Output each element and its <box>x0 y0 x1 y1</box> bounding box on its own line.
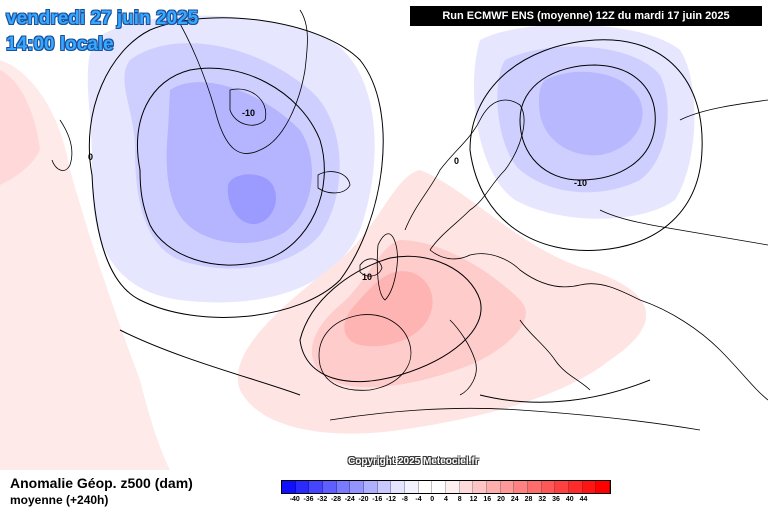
color-scale-label: -12 <box>385 496 397 503</box>
contour-zero-russia <box>469 39 703 252</box>
color-scale-label: 4 <box>444 496 448 503</box>
forecast-map: -10 0 0 -10 10 vendredi 27 juin 2025 14:… <box>0 6 768 470</box>
color-scale-cell <box>282 481 296 493</box>
contour-zero-iceland <box>88 17 384 318</box>
color-scale-label: 44 <box>579 496 588 503</box>
field-title: Anomalie Géop. z500 (dam) <box>10 475 193 491</box>
color-scale-cell <box>582 481 597 493</box>
legend-footer: Anomalie Géop. z500 (dam) moyenne (+240h… <box>0 470 768 512</box>
color-scale-cell <box>309 481 324 493</box>
color-scale-cell <box>377 481 392 493</box>
positive-anomaly-west-core <box>0 70 40 185</box>
color-scale-cell <box>405 481 419 493</box>
field-subtitle: moyenne (+240h) <box>10 493 109 507</box>
color-scale-label: -8 <box>401 496 408 503</box>
color-scale-label: 32 <box>538 496 547 503</box>
color-scale-label: -4 <box>415 496 422 503</box>
color-scale-cell <box>295 481 310 493</box>
color-scale-cell <box>418 481 433 493</box>
contour-label: 10 <box>362 272 372 282</box>
color-scale-cell <box>350 481 365 493</box>
color-scale-cell <box>323 481 337 493</box>
contour-minus10-iceland <box>136 67 325 266</box>
color-scale-label: -28 <box>330 496 342 503</box>
contour-labels: -10 0 0 -10 10 <box>88 108 587 282</box>
forecast-date: vendredi 27 juin 2025 <box>6 8 199 29</box>
negative-anomaly-iceland-core <box>227 174 276 225</box>
color-scale-cell <box>336 481 351 493</box>
color-scale-label: -32 <box>317 496 328 503</box>
contour-10-europe <box>299 255 482 382</box>
positive-anomaly-west <box>0 60 170 470</box>
color-scale-label: -20 <box>358 496 369 503</box>
contour-label: 0 <box>454 156 459 166</box>
color-scale-label: -36 <box>303 496 314 503</box>
contour-label: -10 <box>574 178 587 188</box>
color-scale-cell <box>364 481 378 493</box>
color-scale-cell <box>555 481 570 493</box>
color-scale-label: 24 <box>510 496 519 503</box>
copyright-notice: Copyright 2025 Meteociel.fr <box>348 456 479 467</box>
color-scale-label: 36 <box>552 496 560 503</box>
contour-label: -10 <box>242 108 255 118</box>
color-scale-label: 20 <box>497 496 505 503</box>
color-scale-label: -16 <box>372 496 383 503</box>
color-scale-label: -24 <box>344 496 355 503</box>
color-scale-labels: -40 -36 -32 -28 -24 -20 -16 -12 -8 -4 0 4 8 12 16 20 24 2… <box>281 496 611 508</box>
anomaly-map-svg: -10 0 0 -10 10 <box>0 9 768 470</box>
color-scale-cell <box>500 481 515 493</box>
coastlines <box>51 9 768 431</box>
color-scale-label: 0 <box>430 496 435 503</box>
color-scale-cell <box>541 481 556 493</box>
run-banner: Run ECMWF ENS (moyenne) 12Z du mardi 17 … <box>410 6 762 26</box>
color-scale-cell <box>569 481 583 493</box>
color-scale-cell <box>459 481 474 493</box>
color-scale-label: 28 <box>524 496 533 503</box>
positive-anomaly-europe-core <box>344 271 433 347</box>
contour-label: 0 <box>88 152 93 162</box>
color-scale-cell <box>528 481 542 493</box>
color-scale-cell <box>596 481 611 493</box>
negative-anomaly-iceland-strong <box>166 82 312 244</box>
color-scale-cell <box>446 481 460 493</box>
color-scale-cell <box>514 481 529 493</box>
color-scale-cell <box>473 481 488 493</box>
color-scale-cell <box>432 481 447 493</box>
contour-zero-south <box>119 329 651 403</box>
negative-anomaly-russia-core <box>538 71 643 156</box>
color-scale-label: 12 <box>469 496 478 503</box>
color-scale-cell <box>391 481 406 493</box>
color-scale-label: 16 <box>483 496 492 503</box>
color-scale-label: 40 <box>565 496 574 503</box>
forecast-time: 14:00 locale <box>6 34 114 55</box>
color-scale-label: 8 <box>457 496 462 503</box>
color-scale-bar <box>281 480 611 494</box>
contour-minus10-russia <box>519 64 656 181</box>
color-scale-label: -40 <box>289 496 300 503</box>
color-scale-cell <box>487 481 501 493</box>
